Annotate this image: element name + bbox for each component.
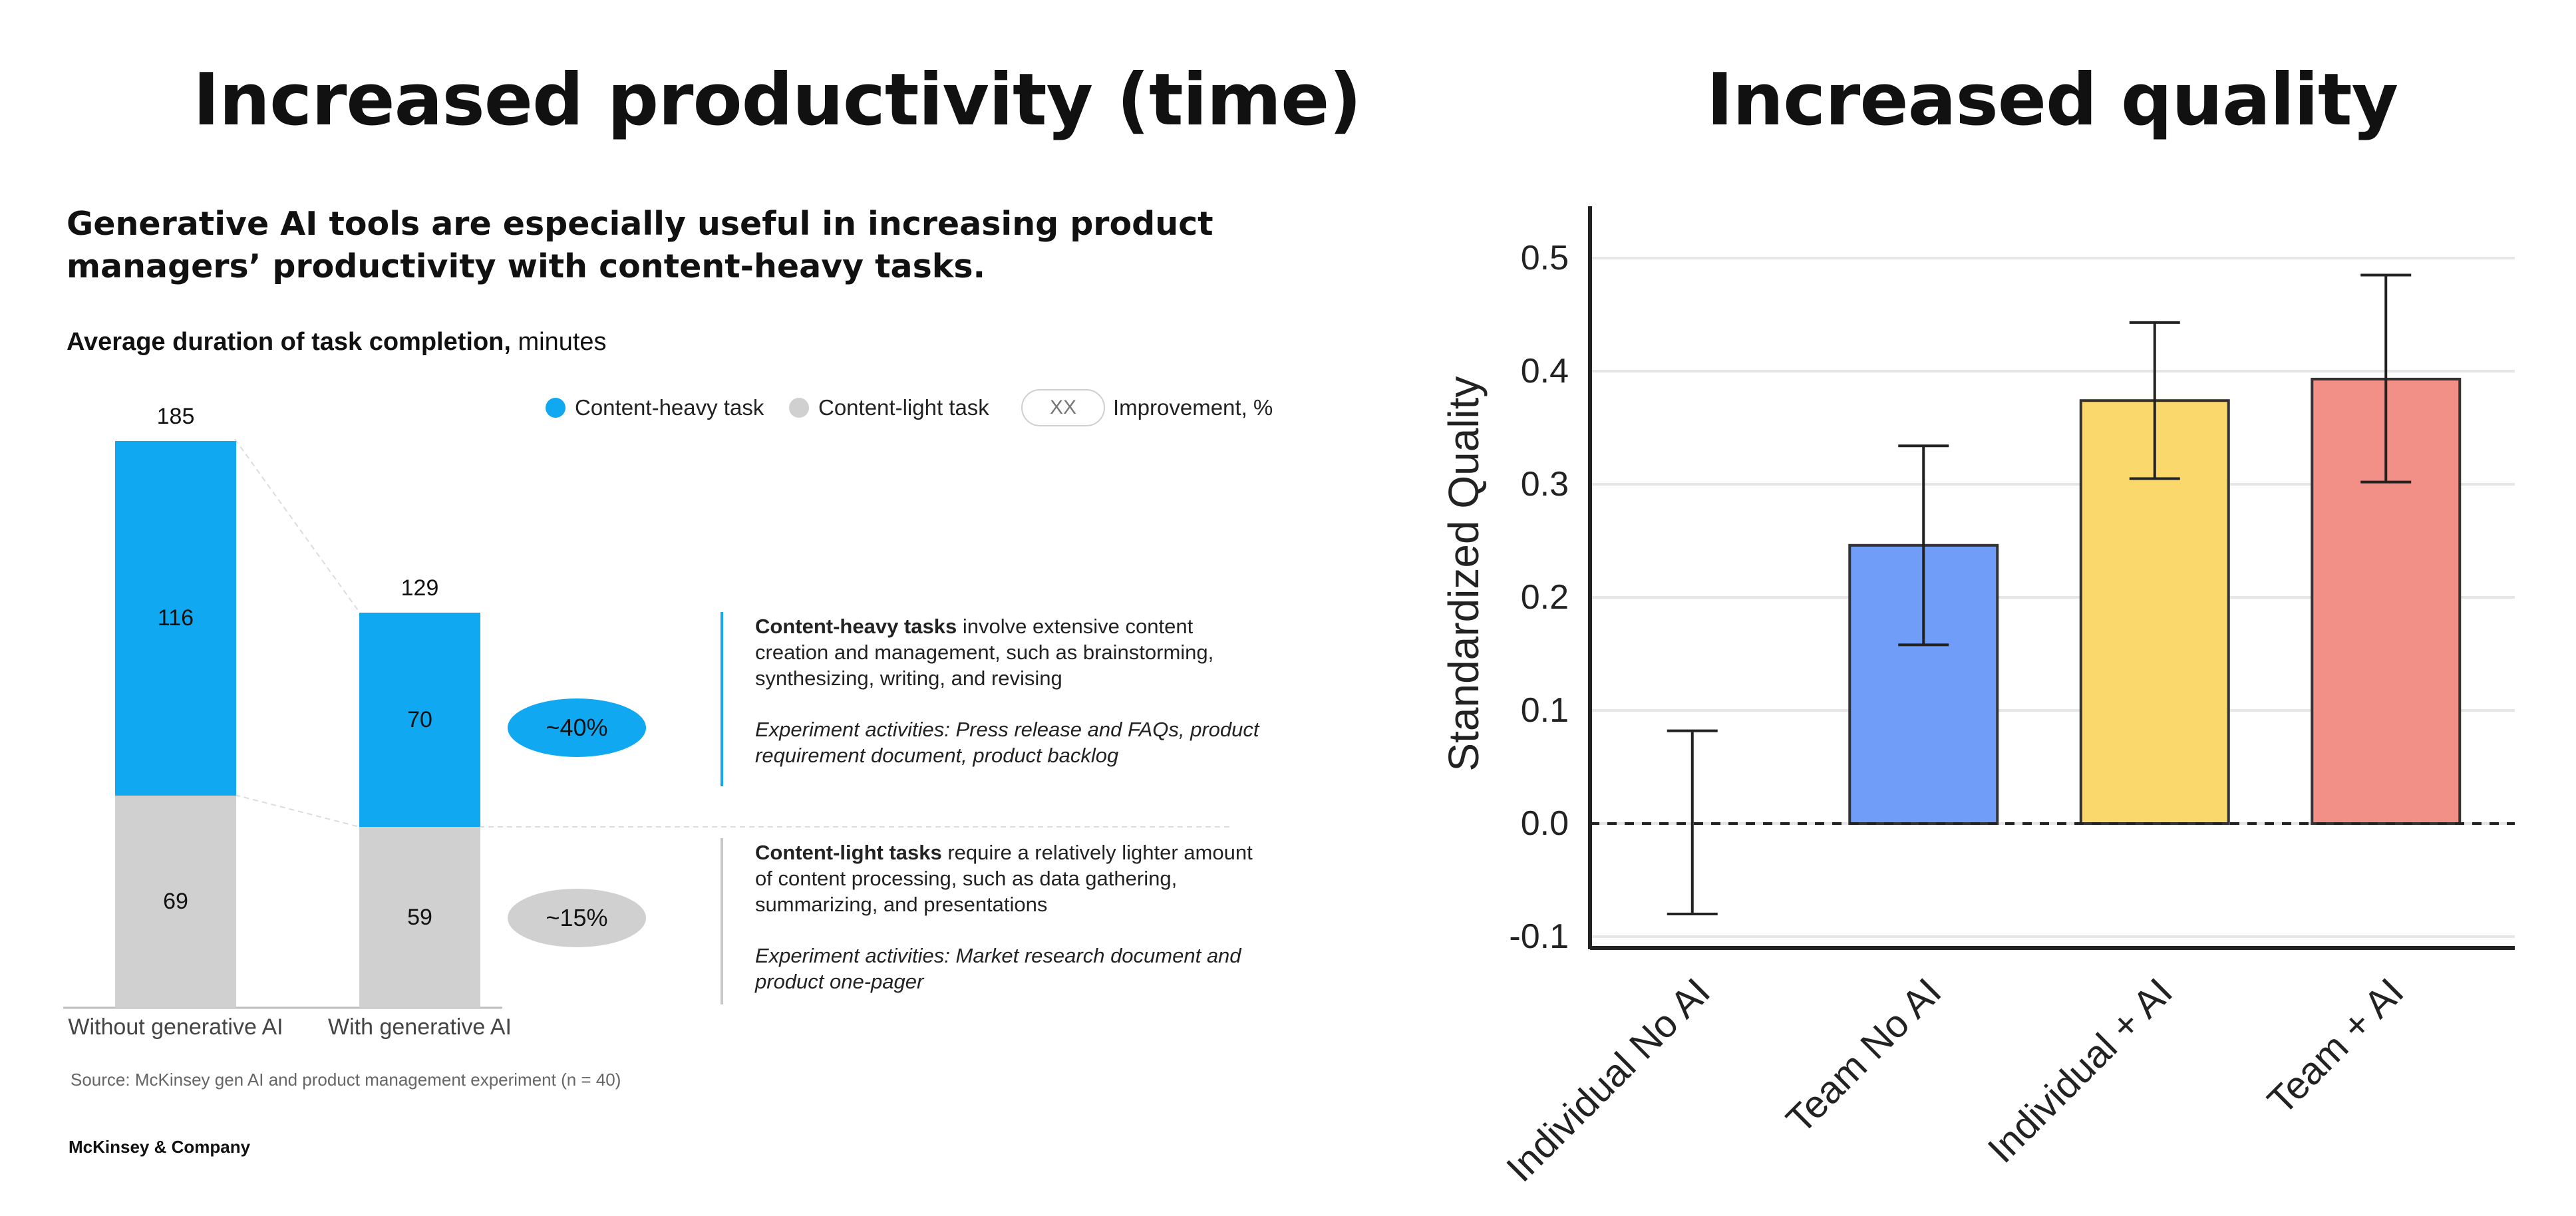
x-category-label: Team + AI	[2259, 970, 2412, 1122]
y-tick-label: 0.3	[1521, 465, 1569, 504]
x-category-label: Team No AI	[1778, 970, 1949, 1141]
bar-with-heavy: 70	[359, 613, 480, 827]
bar-without-heavy: 116	[115, 441, 236, 796]
legend-heavy: Content-heavy task	[546, 391, 764, 424]
left-subtitle: Generative AI tools are especially usefu…	[67, 205, 1213, 285]
xcat-without: Without generative AI	[68, 1014, 283, 1040]
legend-improvement: XX Improvement, %	[1021, 389, 1273, 426]
connector-light	[234, 794, 360, 828]
note-light: Content-light tasks require a relatively…	[755, 839, 1261, 994]
quality-chart: -0.1 0.0 0.1 0.2 0.3 0.4 0.5 Individual No AI Te…	[1440, 206, 2515, 1190]
source-note: Source: McKinsey gen AI and product mana…	[71, 1070, 621, 1090]
note-light-body: require a relatively lighter amount of c…	[755, 841, 1253, 916]
y-tick-label: 0.5	[1521, 239, 1569, 277]
bar-without-light: 69	[115, 796, 236, 1008]
metric-label-unit: minutes	[510, 328, 607, 356]
legend-light: Content-light task	[789, 391, 989, 424]
legend-heavy-label: Content-heavy task	[575, 395, 764, 420]
bar-with-light: 59	[359, 827, 480, 1008]
brand-logo-text: McKinsey & Company	[69, 1137, 251, 1157]
improvement-light-pill: ~15%	[508, 889, 646, 947]
note-light-lead: Content-light tasks	[755, 841, 942, 864]
y-tick-label: 0.2	[1521, 578, 1569, 617]
bar-without-heavy-value: 116	[157, 605, 194, 631]
x-category-label: Individual + AI	[1979, 970, 2180, 1171]
bar-with-light-value: 59	[407, 904, 432, 930]
y-tick-label: 0.1	[1521, 691, 1569, 730]
y-tick-label: -0.1	[1509, 917, 1569, 956]
xcat-with: With generative AI	[328, 1014, 512, 1040]
note-light-desc: Content-light tasks require a relatively…	[755, 839, 1261, 917]
right-panel-title: Increased quality	[1706, 59, 2398, 142]
note-light-experiment: Experiment activities: Market research d…	[755, 944, 1241, 993]
connector-total	[234, 438, 360, 613]
note-light-rule	[721, 838, 723, 1004]
note-heavy: Content-heavy tasks involve extensive co…	[755, 613, 1261, 768]
legend-improvement-label: Improvement, %	[1113, 395, 1273, 420]
left-chart-connectors	[63, 438, 1231, 1009]
y-tick-label: 0.4	[1521, 352, 1569, 390]
y-tick-label: 0.0	[1521, 804, 1569, 843]
legend-light-label: Content-light task	[818, 395, 989, 420]
note-heavy-rule	[721, 612, 723, 786]
metric-label: Average duration of task completion, min…	[67, 328, 607, 357]
note-heavy-desc: Content-heavy tasks involve extensive co…	[755, 613, 1261, 691]
bar-without-light-value: 69	[163, 889, 188, 914]
note-heavy-experiment: Experiment activities: Press release and…	[755, 718, 1259, 767]
bar-with-total: 129	[401, 575, 439, 601]
y-axis-label: Standardized Quality	[1440, 376, 1488, 771]
legend-light-swatch	[789, 398, 809, 418]
legend-improvement-pill: XX	[1021, 389, 1105, 426]
metric-label-bold: Average duration of task completion,	[67, 328, 511, 356]
bar-with-heavy-value: 70	[407, 706, 432, 732]
left-panel-title: Increased productivity (time)	[193, 59, 1362, 142]
note-heavy-body: involve extensive content creation and m…	[755, 615, 1214, 690]
improvement-heavy-pill: ~40%	[508, 698, 646, 757]
x-category-label: Individual No AI	[1498, 970, 1718, 1190]
bar-without-total: 185	[156, 404, 195, 429]
legend-heavy-swatch	[546, 398, 565, 418]
note-heavy-lead: Content-heavy tasks	[755, 615, 957, 638]
